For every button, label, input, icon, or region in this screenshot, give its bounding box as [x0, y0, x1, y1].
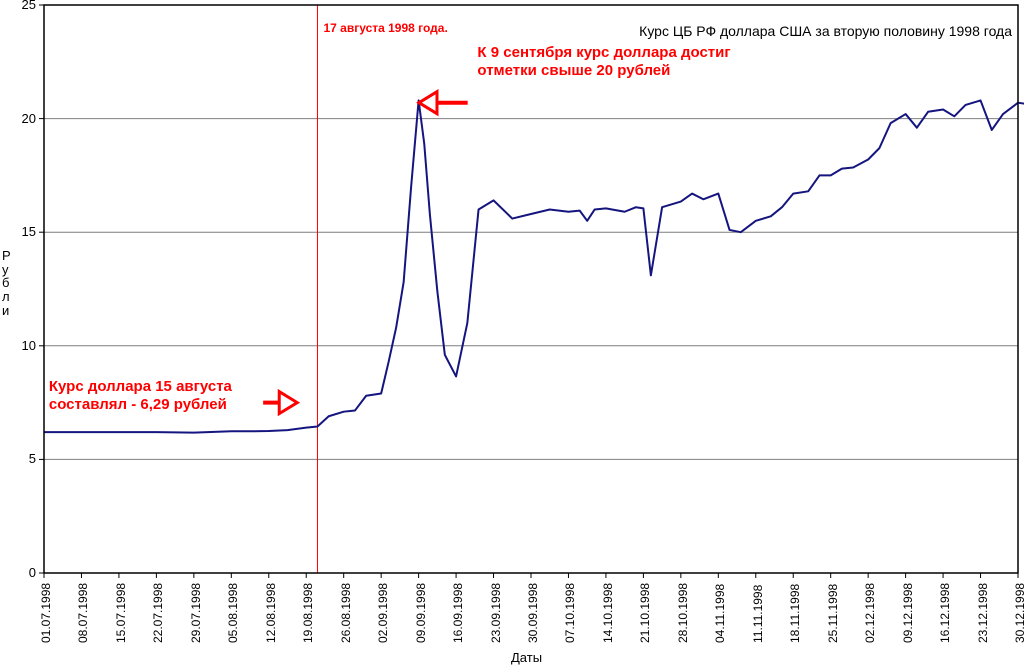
xtick-label: 23.12.1998 — [976, 583, 990, 643]
xtick-label: 16.12.1998 — [938, 583, 952, 643]
xtick-label: 08.07.1998 — [76, 583, 90, 643]
xtick-label: 02.09.1998 — [376, 583, 390, 643]
xtick-label: 30.12.1998 — [1013, 583, 1024, 643]
xtick-label: 14.10.1998 — [601, 583, 615, 643]
xtick-label: 26.08.1998 — [339, 583, 353, 643]
chart-title: Курс ЦБ РФ доллара США за вторую половин… — [639, 23, 1012, 39]
ytick-label: 15 — [22, 224, 36, 239]
xaxis-title: Даты — [511, 650, 542, 665]
xtick-label: 12.08.1998 — [264, 583, 278, 643]
annotation-text: Курс доллара 15 августасоставлял - 6,29 … — [49, 378, 232, 416]
ytick-label: 5 — [29, 451, 36, 466]
xtick-label: 30.09.1998 — [526, 583, 540, 643]
xtick-label: 18.11.1998 — [788, 584, 802, 643]
xtick-label: 28.10.1998 — [676, 583, 690, 643]
xtick-label: 16.09.1998 — [451, 583, 465, 643]
ytick-label: 10 — [22, 338, 36, 353]
xtick-label: 22.07.1998 — [151, 583, 165, 643]
chart-svg — [0, 0, 1024, 668]
xtick-label: 09.09.1998 — [414, 583, 428, 643]
ytick-label: 0 — [29, 565, 36, 580]
xtick-label: 15.07.1998 — [114, 583, 128, 643]
xtick-label: 05.08.1998 — [226, 583, 240, 643]
xtick-label: 07.10.1998 — [563, 583, 577, 643]
event-vline-label: 17 августа 1998 года. — [323, 21, 447, 35]
xtick-label: 01.07.1998 — [39, 583, 53, 643]
xtick-label: 23.09.1998 — [489, 583, 503, 643]
yaxis-title: Рубли — [2, 249, 11, 317]
xtick-label: 04.11.1998 — [713, 584, 727, 643]
ytick-label: 25 — [22, 0, 36, 12]
ytick-label: 20 — [22, 111, 36, 126]
xtick-label: 09.12.1998 — [901, 583, 915, 643]
xtick-label: 25.11.1998 — [826, 584, 840, 643]
xtick-label: 19.08.1998 — [301, 583, 315, 643]
xtick-label: 11.11.1998 — [751, 585, 765, 643]
chart-root: Курс ЦБ РФ доллара США за вторую половин… — [0, 0, 1024, 668]
annotation-text: К 9 сентября курс доллара достиготметки … — [477, 44, 730, 82]
xtick-label: 29.07.1998 — [189, 583, 203, 643]
xtick-label: 02.12.1998 — [863, 583, 877, 643]
xtick-label: 21.10.1998 — [638, 583, 652, 643]
